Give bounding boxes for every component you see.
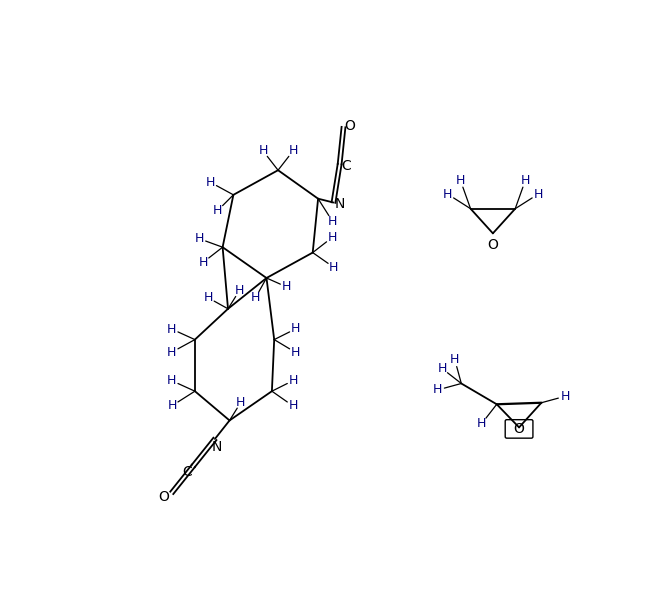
Text: H: H bbox=[437, 362, 447, 375]
Text: H: H bbox=[291, 346, 300, 359]
Text: H: H bbox=[560, 390, 570, 403]
Text: H: H bbox=[167, 374, 176, 387]
Text: C: C bbox=[183, 465, 192, 479]
Text: H: H bbox=[206, 176, 215, 189]
Text: H: H bbox=[433, 383, 442, 396]
Text: H: H bbox=[533, 187, 543, 201]
Text: H: H bbox=[291, 322, 301, 336]
Text: H: H bbox=[167, 322, 176, 336]
Text: H: H bbox=[213, 204, 222, 217]
Text: H: H bbox=[329, 261, 338, 274]
Text: H: H bbox=[477, 417, 486, 430]
Text: H: H bbox=[327, 231, 337, 244]
Text: H: H bbox=[289, 399, 298, 413]
Text: H: H bbox=[289, 144, 298, 158]
Text: H: H bbox=[456, 174, 465, 187]
Text: H: H bbox=[289, 374, 298, 387]
Text: H: H bbox=[251, 291, 260, 304]
Text: H: H bbox=[443, 187, 452, 201]
Text: H: H bbox=[195, 232, 204, 245]
Text: O: O bbox=[158, 490, 170, 504]
Text: H: H bbox=[167, 346, 176, 359]
Text: N: N bbox=[212, 439, 222, 454]
Text: N: N bbox=[334, 197, 345, 211]
Text: H: H bbox=[235, 284, 244, 297]
Text: H: H bbox=[236, 396, 246, 409]
Text: H: H bbox=[282, 281, 291, 294]
Text: C: C bbox=[341, 159, 351, 173]
Text: O: O bbox=[344, 119, 355, 133]
Text: H: H bbox=[328, 215, 338, 228]
Text: H: H bbox=[450, 353, 460, 367]
Text: O: O bbox=[487, 238, 499, 252]
Text: H: H bbox=[199, 256, 208, 269]
Text: H: H bbox=[203, 291, 213, 304]
Text: O: O bbox=[513, 422, 525, 436]
Text: H: H bbox=[168, 399, 176, 412]
Text: H: H bbox=[258, 144, 268, 158]
FancyBboxPatch shape bbox=[505, 420, 533, 438]
Text: H: H bbox=[521, 174, 530, 187]
